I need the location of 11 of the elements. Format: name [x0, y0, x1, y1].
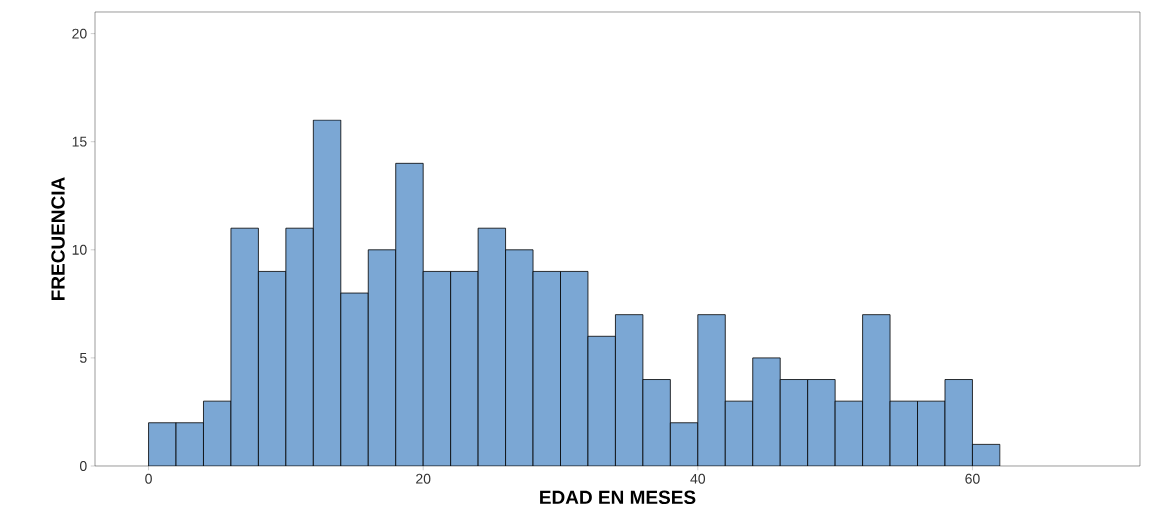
- x-tick-label: 40: [690, 473, 706, 484]
- y-tick-label: 10: [72, 244, 87, 255]
- y-tick-label: 0: [79, 461, 87, 471]
- y-tick-label: 5: [79, 353, 87, 363]
- y-tick-label: 15: [72, 136, 87, 147]
- y-axis-title: FRECUENCIA: [51, 177, 65, 301]
- x-tick-label: 20: [416, 473, 431, 484]
- x-tick-label: 60: [965, 473, 980, 484]
- y-tick-label: 20: [72, 28, 87, 39]
- x-tick-label: 0: [145, 473, 152, 484]
- x-axis-title: EDAD EN MESES: [540, 490, 696, 505]
